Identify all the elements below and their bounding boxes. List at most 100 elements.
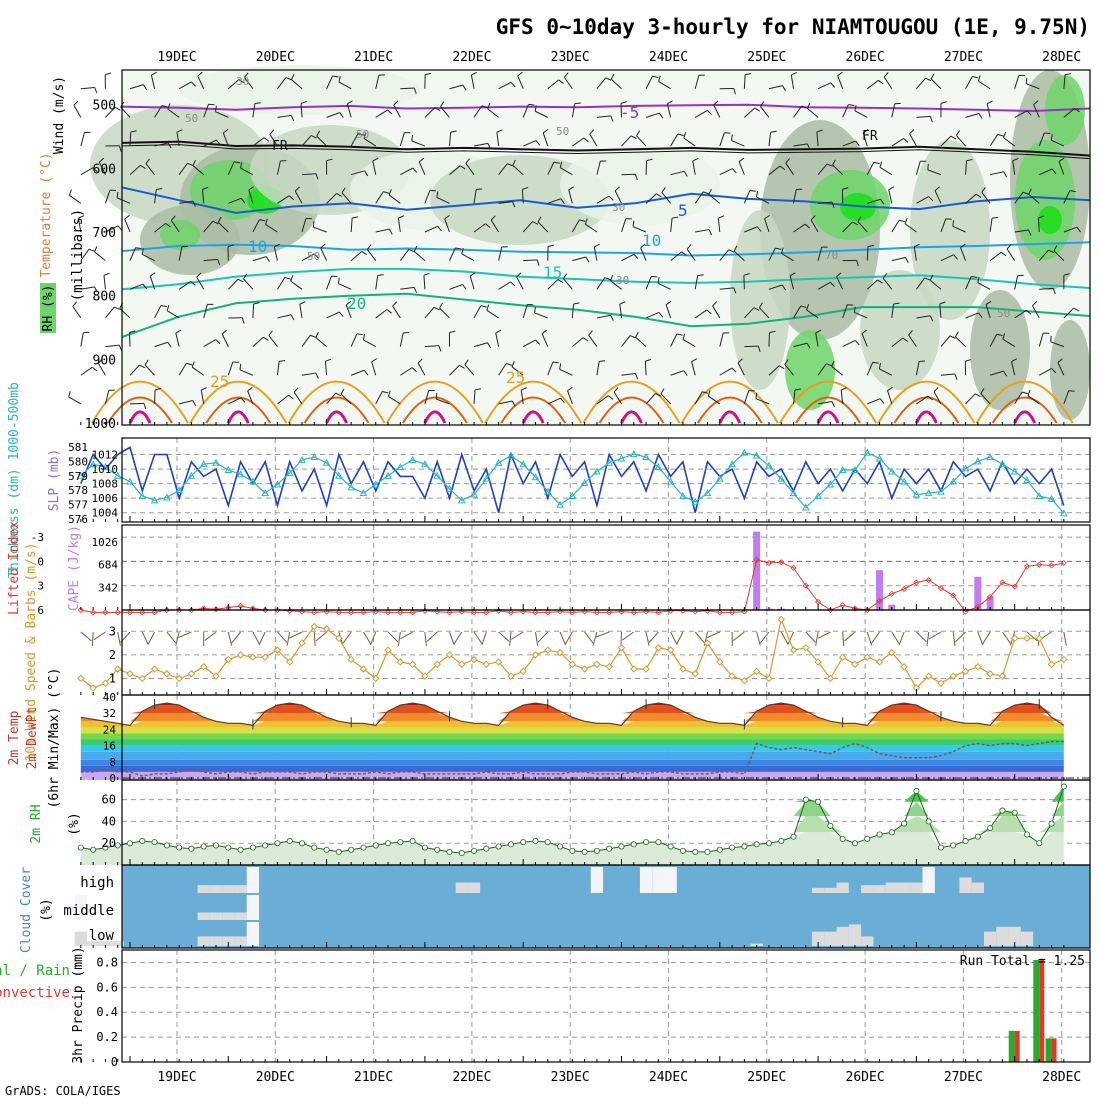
wind-barb (227, 244, 234, 248)
lifted-index-point (274, 606, 281, 614)
wind-barb (743, 190, 751, 204)
wind-barb (733, 250, 745, 262)
wind-barb (316, 135, 327, 147)
wind-barb (424, 190, 431, 204)
wind-barb (357, 133, 364, 136)
wind-barb (496, 132, 500, 147)
wind-barb (568, 189, 573, 204)
wind-barb (69, 194, 82, 204)
lifted-tick-label: 6 (37, 604, 44, 617)
contour-label: -5 (620, 103, 639, 122)
wind-barb (366, 249, 377, 261)
wind-barb (708, 188, 712, 195)
wind-barb (326, 392, 336, 405)
wind-barb (326, 112, 340, 118)
wind-barb (248, 189, 254, 204)
wind-barb (516, 276, 524, 290)
wind-barb (939, 303, 942, 318)
wind-barb (301, 135, 312, 147)
wind-barb (708, 194, 721, 204)
thickness-point (629, 450, 638, 458)
wind-barb (981, 191, 991, 204)
wind-barb (542, 128, 549, 134)
wind-barb (104, 189, 111, 204)
thickness-point (359, 489, 368, 497)
wind-barb (179, 400, 193, 405)
wind-barb (315, 372, 319, 379)
wind-barb (621, 373, 636, 376)
wind-speed-point (298, 639, 306, 647)
wind-barb (197, 75, 205, 89)
isotherm-arc-35 (816, 410, 840, 424)
wind-barb (459, 364, 465, 369)
rh-point (925, 818, 932, 825)
wind-barb (277, 195, 290, 204)
date-label-top: 26DEC (846, 50, 885, 65)
wind-barb (960, 243, 966, 248)
wind-barb (227, 161, 235, 175)
wind-barb (398, 215, 405, 219)
lifted-index-point (1023, 563, 1031, 570)
contour-label: 50 (185, 112, 198, 125)
wind-barb (592, 631, 598, 646)
wind-barb (989, 334, 998, 347)
lifted-index-point (434, 608, 441, 615)
lifted-index-point (212, 606, 220, 613)
isotherm-line (121, 144, 1091, 160)
wind-barb (816, 132, 819, 147)
wind-barb (135, 247, 142, 250)
wind-barb (413, 287, 418, 294)
wind-barb (842, 140, 856, 147)
wind-barb (449, 165, 461, 176)
rh-point (606, 845, 613, 852)
isotherm-line (121, 267, 1091, 291)
wind-barb (635, 331, 639, 338)
wind-barb (80, 248, 90, 261)
wind-barb (440, 106, 450, 118)
wind-barb (842, 304, 848, 319)
wind-barb (375, 275, 379, 290)
wind-barb (1063, 273, 1070, 276)
wind-barb (263, 336, 269, 341)
rh-point (360, 844, 367, 851)
isotherm-arc-30 (991, 396, 1058, 424)
wind-barb (718, 215, 725, 219)
wind-barb (871, 631, 880, 644)
wind-speed-point (666, 646, 675, 654)
wind-barb (665, 300, 672, 306)
thickness-point (691, 497, 700, 505)
wind-barb (713, 104, 721, 118)
wind-barb (975, 193, 982, 198)
wind-barb (449, 84, 464, 90)
wind-barb (293, 387, 299, 393)
slp-line (80, 446, 1065, 513)
wind-barb (144, 364, 155, 376)
rh-point (274, 840, 281, 847)
wind-barb (683, 137, 696, 147)
wind-barb (768, 165, 781, 176)
wind-barb (436, 191, 439, 198)
wind-barb (528, 103, 535, 106)
wind-barb (547, 198, 562, 204)
rh-point (286, 838, 293, 845)
isotherm-arc-30 (303, 396, 370, 424)
rh-point (483, 845, 490, 852)
wind-barb (854, 312, 868, 319)
wind-barb (692, 157, 699, 162)
wind-barb (909, 129, 915, 135)
wind-barb (129, 330, 136, 334)
wind-barb (117, 225, 123, 231)
wind-barb (290, 275, 294, 282)
wind-barb (68, 390, 71, 398)
lifted-index-point (372, 608, 379, 615)
wind-barb (905, 257, 909, 264)
wind-barb (175, 631, 180, 646)
wind-barb (1039, 168, 1053, 176)
wind-barb (320, 243, 326, 249)
rh-point (962, 838, 969, 845)
wind10-axis-label: 10m Wind Speed & Barbs (m/s) (24, 542, 39, 761)
wind-barb (73, 100, 79, 106)
wind-speed-point (507, 672, 515, 680)
wind-barb (891, 303, 895, 319)
